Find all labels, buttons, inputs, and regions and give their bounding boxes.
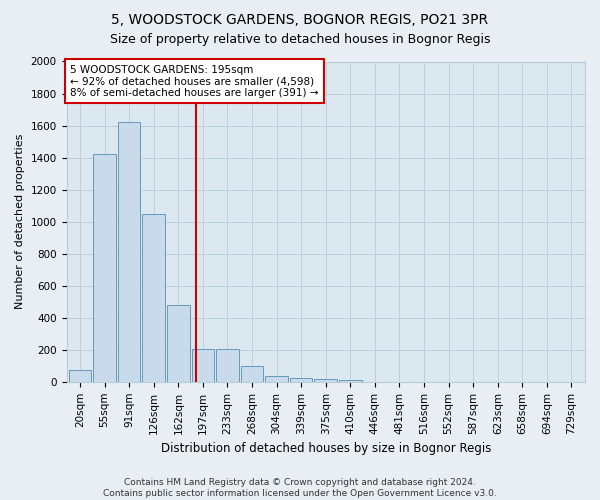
- Bar: [69, 370, 91, 382]
- Bar: [118, 122, 140, 382]
- Bar: [142, 214, 165, 382]
- Text: 5, WOODSTOCK GARDENS, BOGNOR REGIS, PO21 3PR: 5, WOODSTOCK GARDENS, BOGNOR REGIS, PO21…: [112, 12, 488, 26]
- Bar: [290, 378, 313, 382]
- Text: Contains HM Land Registry data © Crown copyright and database right 2024.
Contai: Contains HM Land Registry data © Crown c…: [103, 478, 497, 498]
- Text: 5 WOODSTOCK GARDENS: 195sqm
← 92% of detached houses are smaller (4,598)
8% of s: 5 WOODSTOCK GARDENS: 195sqm ← 92% of det…: [70, 64, 319, 98]
- Bar: [216, 349, 239, 382]
- Bar: [94, 154, 116, 382]
- Bar: [191, 349, 214, 382]
- Y-axis label: Number of detached properties: Number of detached properties: [15, 134, 25, 310]
- Text: Size of property relative to detached houses in Bognor Regis: Size of property relative to detached ho…: [110, 32, 490, 46]
- X-axis label: Distribution of detached houses by size in Bognor Regis: Distribution of detached houses by size …: [161, 442, 491, 455]
- Bar: [339, 380, 362, 382]
- Bar: [167, 305, 190, 382]
- Bar: [314, 378, 337, 382]
- Bar: [241, 366, 263, 382]
- Bar: [265, 376, 288, 382]
